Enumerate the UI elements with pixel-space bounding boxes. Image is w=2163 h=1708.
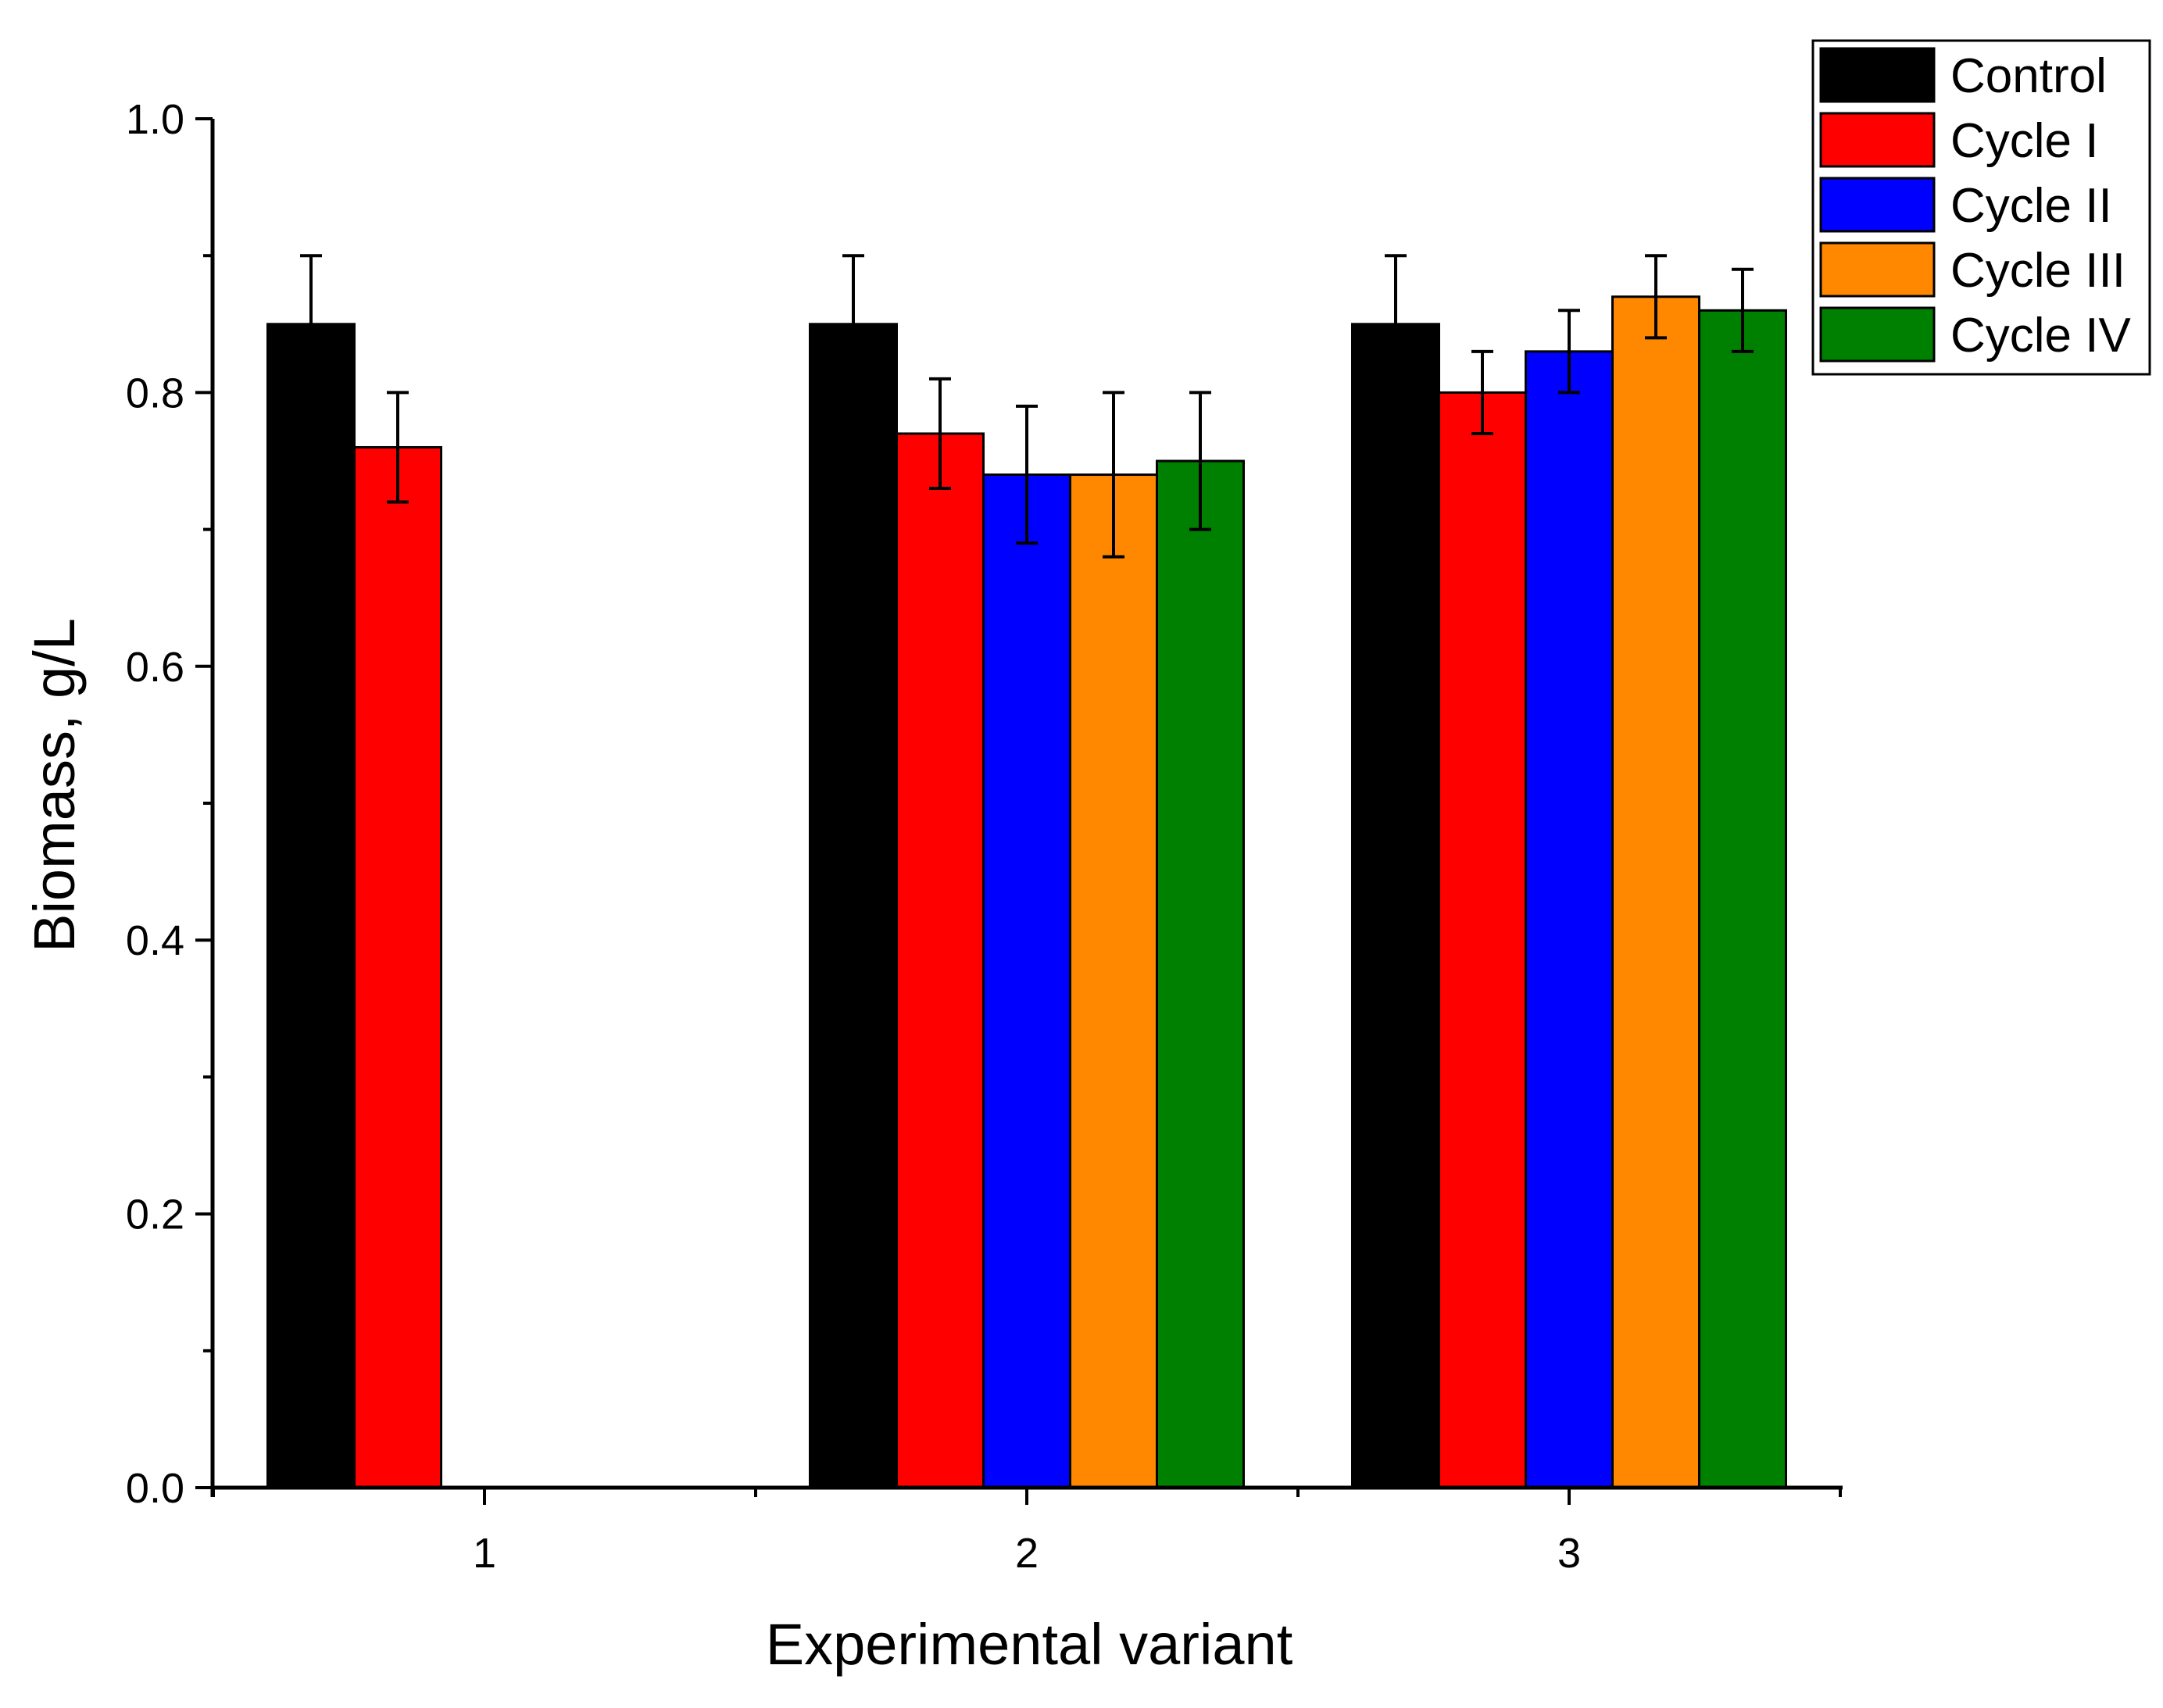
error-bar-cycle-iv-variant-2 bbox=[1189, 391, 1211, 531]
error-bar-control-variant-3 bbox=[1385, 254, 1407, 395]
y-tick-label: 0.6 bbox=[126, 644, 184, 691]
legend-item-cycle-iii: Cycle III bbox=[1819, 241, 2125, 298]
legend-label: Control bbox=[1950, 49, 2107, 103]
x-axis-title: Experimental variant bbox=[766, 1612, 1293, 1677]
legend-label: Cycle IV bbox=[1950, 309, 2131, 363]
error-bar-cycle-ii-variant-2 bbox=[1016, 404, 1038, 545]
bar-cycle-i-variant-1 bbox=[353, 445, 442, 1489]
bar-control-variant-3 bbox=[1351, 323, 1440, 1489]
legend-swatch bbox=[1819, 112, 1936, 168]
legend-swatch bbox=[1819, 241, 1936, 298]
legend-item-cycle-iv: Cycle IV bbox=[1819, 306, 2131, 363]
x-tick-label: 2 bbox=[1015, 1530, 1039, 1577]
error-bar-cycle-iii-variant-3 bbox=[1645, 254, 1667, 340]
bar-cycle-ii-variant-3 bbox=[1525, 350, 1614, 1489]
bar-cycle-i-variant-3 bbox=[1438, 391, 1527, 1489]
error-bar-control-variant-1 bbox=[300, 254, 322, 395]
x-tick-label: 3 bbox=[1557, 1530, 1581, 1577]
legend-item-cycle-i: Cycle I bbox=[1819, 112, 2098, 168]
bar-cycle-iv-variant-3 bbox=[1698, 309, 1787, 1489]
y-axis-title: Biomass, g/L bbox=[22, 618, 87, 952]
bar-cycle-iv-variant-2 bbox=[1156, 459, 1245, 1489]
bar-control-variant-1 bbox=[266, 323, 356, 1489]
axes-layer bbox=[195, 117, 1843, 1505]
bars-layer bbox=[266, 295, 1787, 1489]
legend-label: Cycle III bbox=[1950, 244, 2125, 298]
error-bar-cycle-i-variant-2 bbox=[929, 377, 951, 491]
tick-labels-layer: 0.0 0.2 0.4 0.6 0.8 1.0 1 2 3 bbox=[126, 96, 1581, 1577]
error-bar-cycle-ii-variant-3 bbox=[1558, 309, 1580, 395]
legend-label: Cycle II bbox=[1950, 179, 2112, 233]
bar-control-variant-2 bbox=[809, 323, 898, 1489]
error-bar-control-variant-2 bbox=[842, 254, 864, 395]
bar-cycle-iii-variant-3 bbox=[1611, 295, 1700, 1489]
legend-item-cycle-ii: Cycle II bbox=[1819, 177, 2112, 233]
bar-cycle-ii-variant-2 bbox=[982, 473, 1071, 1489]
y-tick-label: 0.0 bbox=[126, 1465, 184, 1512]
bar-cycle-iii-variant-2 bbox=[1069, 473, 1158, 1489]
x-tick-label: 1 bbox=[473, 1530, 496, 1577]
legend-swatch bbox=[1819, 177, 1936, 233]
error-bars-layer bbox=[300, 254, 1754, 559]
legend-label: Cycle I bbox=[1950, 114, 2098, 168]
bar-cycle-i-variant-2 bbox=[896, 432, 985, 1489]
legend-swatch bbox=[1819, 306, 1936, 363]
legend: Control Cycle I Cycle II Cycle III Cycle IV bbox=[1811, 39, 2151, 376]
legend-swatch bbox=[1819, 47, 1936, 103]
error-bar-cycle-i-variant-3 bbox=[1471, 349, 1493, 435]
y-tick-label: 0.4 bbox=[126, 917, 184, 964]
y-tick-label: 0.2 bbox=[126, 1192, 184, 1238]
error-bar-cycle-i-variant-1 bbox=[387, 391, 409, 504]
error-bar-cycle-iii-variant-2 bbox=[1103, 391, 1124, 559]
error-bar-cycle-iv-variant-3 bbox=[1732, 267, 1754, 353]
legend-item-control: Control bbox=[1819, 47, 2107, 103]
y-tick-label: 1.0 bbox=[126, 96, 184, 143]
y-tick-label: 0.8 bbox=[126, 370, 184, 416]
